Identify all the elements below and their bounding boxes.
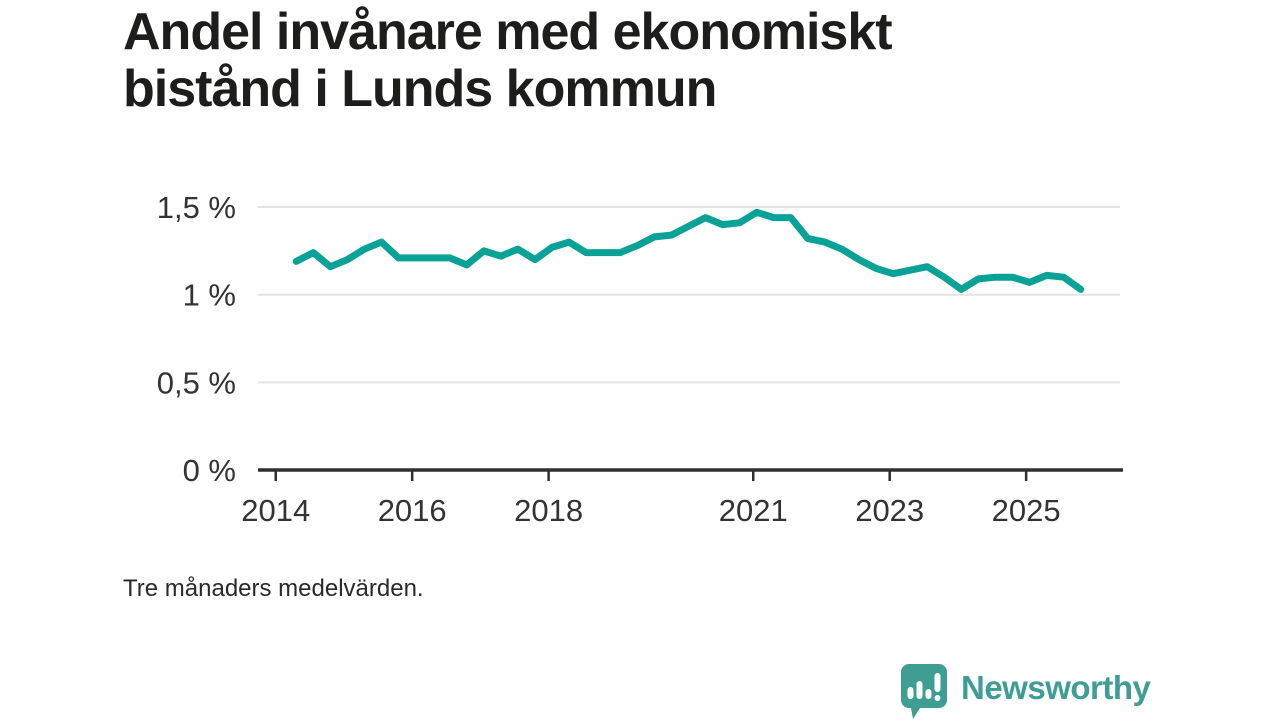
chart-title: Andel invånare med ekonomiskt bistånd i … <box>123 3 893 118</box>
exclamation-stem-icon <box>934 673 941 692</box>
x-axis-tick-label-2021: 2021 <box>719 493 788 528</box>
x-axis-tick-label-2014: 2014 <box>241 493 310 528</box>
chart-title-line-2: bistånd i Lunds kommun <box>123 60 717 118</box>
x-axis-tick-label-2018: 2018 <box>514 493 583 528</box>
y-axis-tick-label-0.5: 0,5 % <box>157 365 236 400</box>
newsworthy-wordmark: Newsworthy <box>961 668 1151 706</box>
x-axis-tick-label-2016: 2016 <box>378 493 447 528</box>
newsworthy-logo-icon <box>901 664 947 719</box>
bar-3-icon <box>925 689 932 699</box>
bar-1-icon <box>907 687 914 699</box>
bar-2-icon <box>916 681 923 699</box>
x-axis-tick-label-2025: 2025 <box>992 493 1061 528</box>
chart-footnote: Tre månaders medelvärden. <box>123 575 424 602</box>
x-axis-tick-label-2023: 2023 <box>855 493 924 528</box>
exclamation-dot-icon <box>934 695 941 701</box>
y-axis-tick-label-1: 1 % <box>183 278 236 313</box>
newsworthy-logo: Newsworthy <box>897 662 1151 720</box>
y-axis-tick-label-0: 0 % <box>183 453 236 488</box>
y-axis-tick-label-1.5: 1,5 % <box>157 190 236 225</box>
chart-title-line-1: Andel invånare med ekonomiskt <box>123 3 893 61</box>
trend-line <box>292 208 1085 293</box>
